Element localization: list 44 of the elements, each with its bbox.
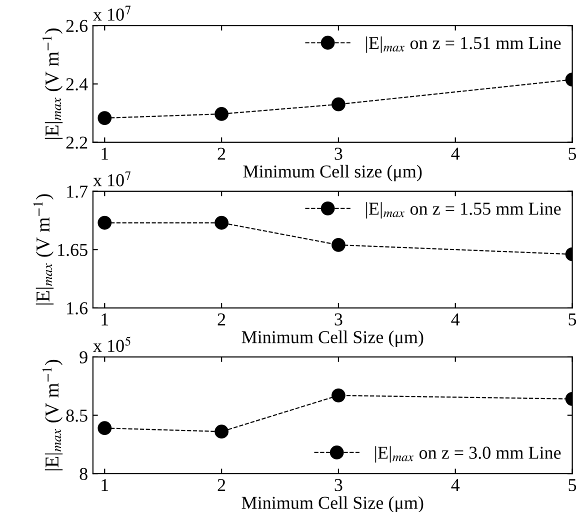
point	[332, 238, 346, 252]
point	[98, 421, 112, 436]
y-axis-title: |E|$_{max}$ (V m$^{−1}$)	[33, 194, 54, 305]
x-tick-label: 4	[451, 148, 460, 160]
x-axis-title: Minimum Cell Size (μm)	[242, 330, 424, 347]
y-tick-label: 8.5	[66, 410, 88, 422]
x-tick-label: 2	[218, 148, 226, 160]
x-tick-label: 1	[102, 479, 108, 491]
x-tick-label: 3	[334, 313, 342, 326]
point	[332, 97, 346, 112]
x-tick-label: 2	[218, 479, 226, 491]
point	[98, 111, 112, 126]
y-tick-label: 2.6	[66, 20, 88, 32]
legend-label: |E|$_{max}$ on z = 1.51 mm Line	[366, 36, 561, 53]
x-tick-label: 5	[568, 148, 576, 160]
x-tick-label: 2	[218, 313, 226, 326]
x-tick-label: 5	[568, 314, 576, 326]
y-tick-label: 1.65	[58, 244, 88, 256]
y-tick-label: 8	[80, 468, 88, 480]
x-tick-label: 4	[451, 479, 460, 491]
y-tick-label: 9	[80, 351, 88, 364]
y-tick-label: 1.7	[67, 186, 88, 198]
point	[214, 216, 229, 230]
x-tick-label: 1	[102, 313, 108, 326]
text: x 10$^{5}$	[93, 336, 130, 352]
text: x 10$^{7}$	[93, 6, 131, 21]
point	[332, 388, 346, 402]
x-tick-label: 4	[451, 313, 460, 326]
point	[214, 424, 229, 439]
x-tick-label: 1	[102, 148, 108, 160]
x-tick-label: 3	[334, 479, 342, 492]
legend-label: |E|$_{max}$ on z = 3.0 mm Line	[375, 446, 561, 463]
x-tick-label: 3	[334, 148, 342, 160]
text: x 10$^{7}$	[93, 171, 131, 186]
point	[214, 107, 229, 121]
x-tick-label: 5	[568, 479, 576, 492]
y-tick-label: 2.4	[66, 78, 88, 90]
y-axis-title: |E|$_{max}$ (V m$^{−1}$)	[42, 28, 63, 139]
x-axis-title: Minimum Cell size (μm)	[243, 164, 422, 182]
point	[98, 216, 112, 230]
legend-label: |E|$_{max}$ on z = 1.55 mm Line	[366, 202, 561, 219]
y-tick-label: 1.6	[67, 302, 88, 314]
y-tick-label: 2.2	[66, 136, 88, 149]
y-axis-title: |E|$_{max}$ (V m$^{−1}$)	[42, 360, 63, 470]
